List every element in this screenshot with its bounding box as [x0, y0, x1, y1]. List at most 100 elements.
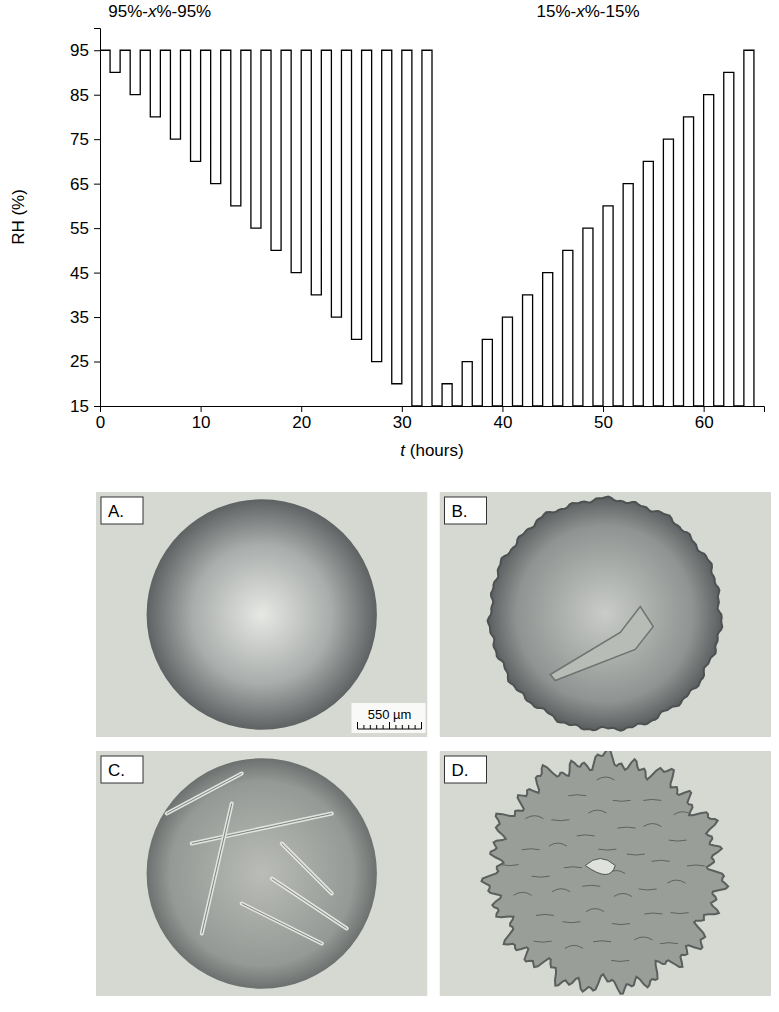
y-tick-mark	[94, 406, 100, 407]
y-tick-label: 85	[70, 86, 89, 105]
texture	[674, 812, 692, 815]
hole	[585, 859, 615, 875]
annotation: 15%-x%-15%	[537, 2, 640, 21]
y-tick-mark	[94, 95, 100, 96]
texture	[643, 824, 661, 827]
crystal-needle	[272, 879, 347, 929]
x-tick: 30	[393, 406, 412, 432]
micrograph	[440, 492, 772, 737]
crystal-needle-edge	[192, 814, 332, 844]
background	[440, 492, 772, 737]
crystal-needle	[242, 904, 322, 944]
texture	[593, 941, 611, 942]
plot-area	[100, 50, 754, 406]
scale-bar-tick	[402, 725, 403, 729]
y-tick: 25	[70, 352, 100, 371]
texture	[534, 941, 552, 942]
scale-bar-tick	[421, 722, 422, 729]
texture	[522, 849, 540, 850]
x-tick-label: 20	[292, 413, 311, 432]
panel-label-box	[445, 756, 487, 783]
background	[96, 492, 428, 737]
micrograph-panel: A. 550 µm	[96, 492, 428, 737]
x-tick: 20	[292, 406, 311, 432]
texture	[552, 889, 570, 892]
y-tick: 75	[70, 130, 100, 149]
y-tick: 65	[70, 175, 100, 194]
droplet	[147, 499, 377, 729]
x-axis: 0102030405060	[96, 406, 765, 432]
y-tick-label: 65	[70, 175, 89, 194]
y-tick-mark	[94, 317, 100, 318]
y-tick: 95	[70, 41, 100, 60]
x-tick-mark	[100, 406, 101, 412]
panel-label: D.	[452, 761, 469, 780]
scale-bar-tick	[357, 722, 358, 729]
crystal	[550, 607, 653, 681]
crystal-needle	[192, 814, 332, 844]
panel-label-box	[101, 756, 143, 783]
micrograph-panel: C.	[96, 751, 428, 996]
x-tick-label: 30	[393, 413, 412, 432]
texture	[549, 843, 567, 846]
micrograph-panel: D.	[440, 749, 772, 996]
texture	[612, 924, 630, 925]
texture	[639, 889, 657, 890]
y-tick-mark	[94, 273, 100, 274]
texture	[687, 865, 705, 866]
x-tick-mark	[402, 406, 403, 412]
x-tick-label: 0	[96, 413, 105, 432]
texture	[611, 960, 629, 961]
texture	[598, 849, 616, 850]
rh-line	[100, 50, 754, 406]
x-tick: 60	[695, 406, 714, 432]
x-tick-mark	[301, 406, 302, 412]
text-part: 95%-	[108, 2, 148, 21]
text-part: 15%-	[537, 2, 577, 21]
x-axis-line	[101, 407, 765, 413]
texture	[582, 885, 600, 886]
texture	[644, 913, 662, 914]
y-tick: 45	[70, 264, 100, 283]
panel-label: C.	[108, 761, 125, 780]
texture	[667, 880, 685, 883]
x-tick-mark	[603, 406, 604, 412]
text-part: (hours)	[405, 441, 464, 460]
crystal-needle	[202, 804, 232, 934]
crystal-needle-edge	[242, 904, 322, 944]
texture	[643, 799, 661, 800]
texture	[568, 795, 586, 796]
crystal-needle-edge	[167, 774, 242, 814]
x-tick-mark	[201, 406, 202, 412]
y-tick-label: 15	[70, 397, 89, 416]
scale-bar-tick	[395, 725, 396, 729]
x-tick-label: 10	[192, 413, 211, 432]
panel-label: A.	[108, 502, 124, 521]
scale-bar-label: 550 µm	[368, 707, 412, 722]
texture	[536, 914, 554, 915]
y-tick-label: 45	[70, 264, 89, 283]
texture	[565, 945, 583, 948]
y-axis-title: RH (%)	[9, 189, 28, 245]
micrograph	[96, 751, 428, 996]
texture	[614, 893, 632, 896]
scale-bar-tick	[408, 725, 409, 729]
texture	[669, 840, 687, 841]
x-axis-title: t (hours)	[400, 441, 463, 460]
scale-bar-tick	[383, 725, 384, 729]
texture	[627, 854, 645, 855]
droplet	[147, 758, 377, 988]
texture	[525, 816, 543, 819]
scale-bar-tick	[376, 725, 377, 729]
micrograph	[96, 492, 428, 737]
y-tick: 85	[70, 86, 100, 105]
crystal-needle	[167, 774, 242, 814]
text-part: RH (%)	[9, 189, 28, 245]
crystal-needle-edge	[202, 804, 232, 934]
text-part: %-95%	[156, 2, 211, 21]
texture	[671, 913, 689, 914]
x-tick-label: 60	[695, 413, 714, 432]
texture	[562, 922, 580, 923]
texture	[586, 909, 604, 912]
texture	[532, 876, 550, 877]
